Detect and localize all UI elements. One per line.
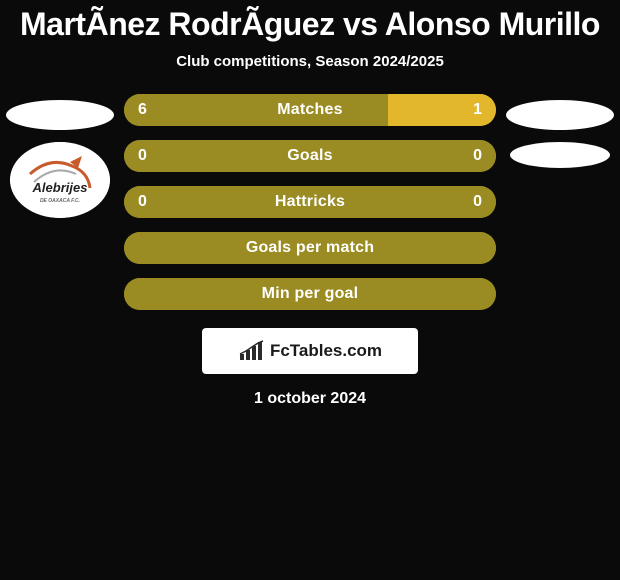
stat-label: Min per goal bbox=[262, 285, 359, 303]
stat-label: Goals per match bbox=[246, 239, 374, 257]
stat-value-right: 0 bbox=[473, 147, 482, 165]
stat-value-right: 0 bbox=[473, 193, 482, 211]
stat-label: Hattricks bbox=[275, 193, 345, 211]
stat-label: Matches bbox=[277, 101, 342, 119]
stat-row: 6 Matches 1 bbox=[124, 94, 496, 126]
right-club-placeholder bbox=[510, 142, 610, 168]
right-team-column bbox=[500, 94, 620, 168]
stat-value-left: 0 bbox=[138, 193, 147, 211]
svg-text:Alebrijes: Alebrijes bbox=[32, 180, 88, 195]
stat-value-left: 6 bbox=[138, 101, 147, 119]
comparison-grid: Alebrijes DE OAXACA F.C. 6 Matches 1 0 Goals… bbox=[0, 94, 620, 310]
branding-badge: FcTables.com bbox=[202, 328, 418, 374]
left-player-placeholder bbox=[6, 100, 114, 130]
date-label: 1 october 2024 bbox=[254, 390, 366, 408]
stat-row: Min per goal bbox=[124, 278, 496, 310]
left-club-badge: Alebrijes DE OAXACA F.C. bbox=[10, 142, 110, 218]
stat-row: 0 Hattricks 0 bbox=[124, 186, 496, 218]
stat-row: Goals per match bbox=[124, 232, 496, 264]
page-title: MartÃnez RodrÃguez vs Alonso Murillo bbox=[20, 6, 600, 43]
branding-text: FcTables.com bbox=[270, 341, 382, 361]
stats-rows: 6 Matches 1 0 Goals 0 0 Hattricks 0 Goals per mat… bbox=[120, 94, 500, 310]
right-player-placeholder bbox=[506, 100, 614, 130]
stat-label: Goals bbox=[287, 147, 332, 165]
stat-row: 0 Goals 0 bbox=[124, 140, 496, 172]
branding-chart-icon bbox=[238, 340, 264, 362]
stat-value-left: 0 bbox=[138, 147, 147, 165]
svg-text:DE OAXACA F.C.: DE OAXACA F.C. bbox=[40, 198, 80, 204]
club-badge-icon: Alebrijes DE OAXACA F.C. bbox=[10, 142, 110, 218]
stat-value-right: 1 bbox=[473, 101, 482, 119]
subtitle: Club competitions, Season 2024/2025 bbox=[176, 53, 444, 70]
stat-fill-left bbox=[124, 94, 388, 126]
left-team-column: Alebrijes DE OAXACA F.C. bbox=[0, 94, 120, 218]
comparison-infographic: MartÃnez RodrÃguez vs Alonso Murillo Clu… bbox=[0, 0, 620, 580]
